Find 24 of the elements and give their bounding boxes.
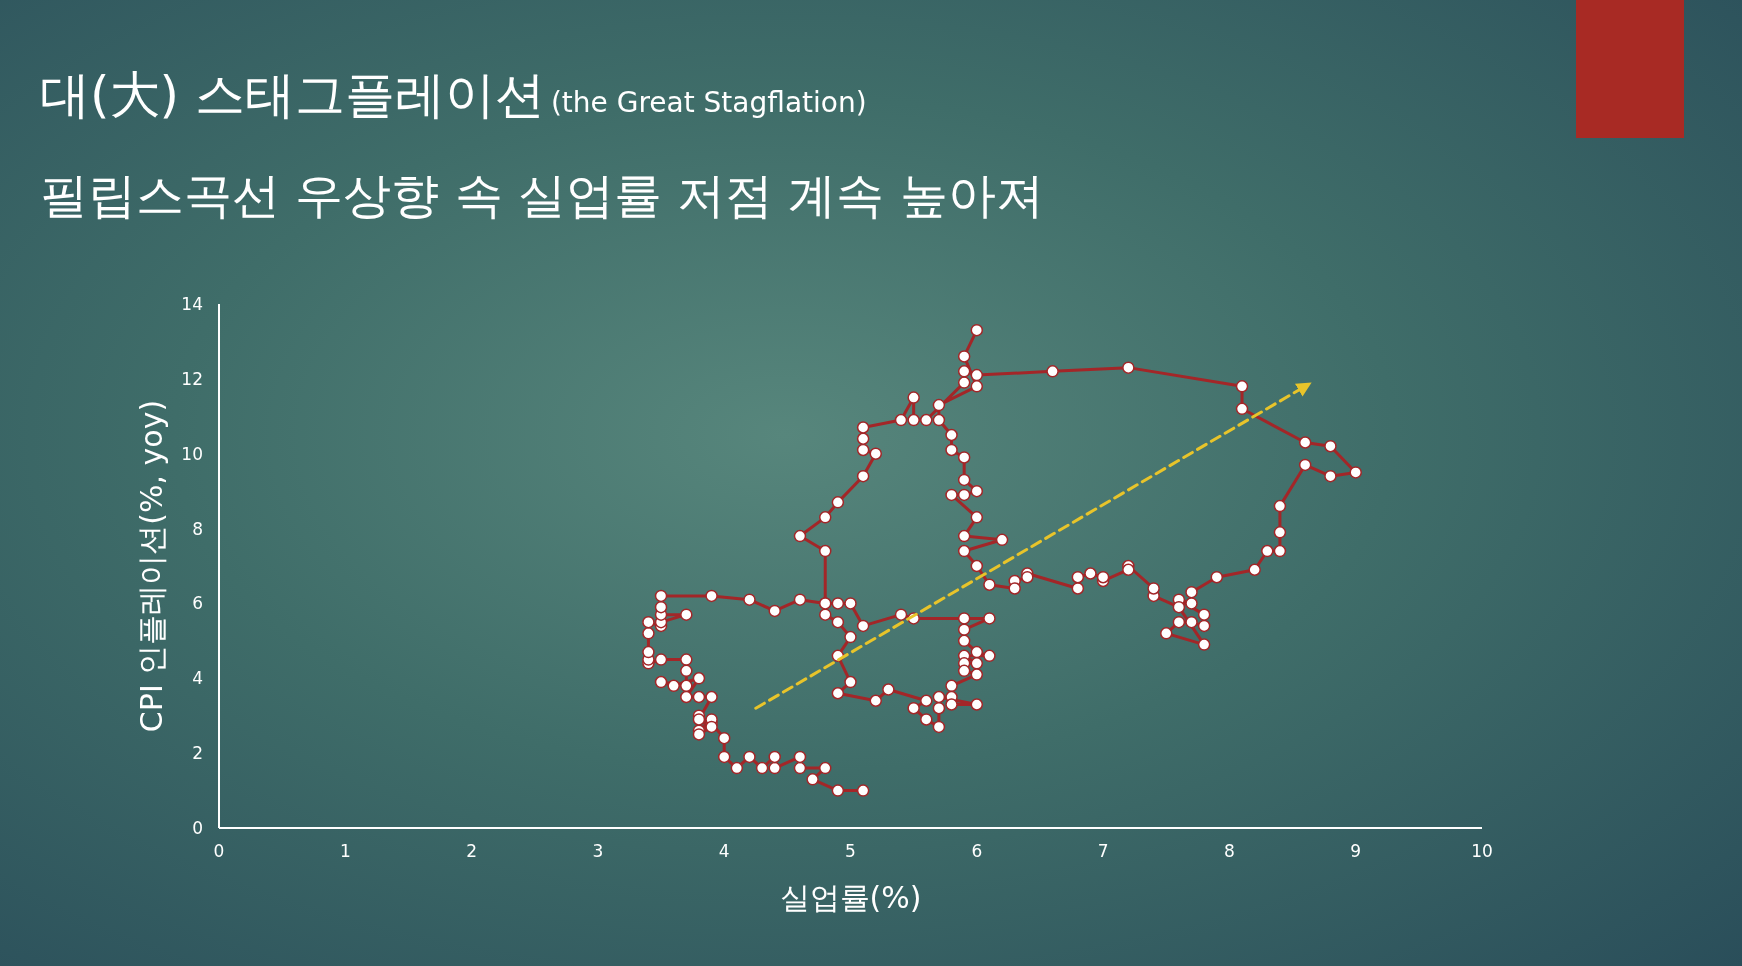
y-tick-label: 10: [181, 443, 203, 464]
y-axis-title: CPI 인플레이션(%, yoy): [134, 399, 169, 733]
y-tick-label: 2: [192, 743, 203, 764]
x-tick-label: 2: [466, 841, 478, 861]
chart-subtitle: 필립스곡선 우상향 속 실업률 저점 계속 높아져: [40, 167, 1044, 223]
x-axis-title: 실업률(%): [779, 880, 922, 915]
y-tick-label: 0: [192, 818, 203, 838]
x-tick-label: 6: [971, 841, 983, 861]
x-tick-label: 4: [718, 841, 730, 861]
y-tick-label: 14: [181, 294, 203, 314]
chart-title: 대(大) 스태그플레이션: [40, 66, 545, 124]
text: (the Great Stagflation): [550, 86, 867, 119]
x-tick-label: 3: [592, 841, 604, 861]
x-tick-label: 8: [1223, 841, 1235, 861]
y-tick-label: 12: [181, 368, 203, 389]
y-tick-label: 6: [192, 593, 203, 614]
x-tick-label: 9: [1350, 841, 1362, 861]
x-tick-label: 1: [339, 841, 351, 861]
y-tick-label: 8: [192, 518, 203, 539]
x-tick-label: 5: [845, 841, 856, 861]
y-tick-label: 4: [192, 668, 203, 689]
x-tick-label: 0: [213, 841, 225, 861]
x-tick-label: 7: [1097, 841, 1109, 861]
x-tick-label: 10: [1471, 841, 1493, 861]
